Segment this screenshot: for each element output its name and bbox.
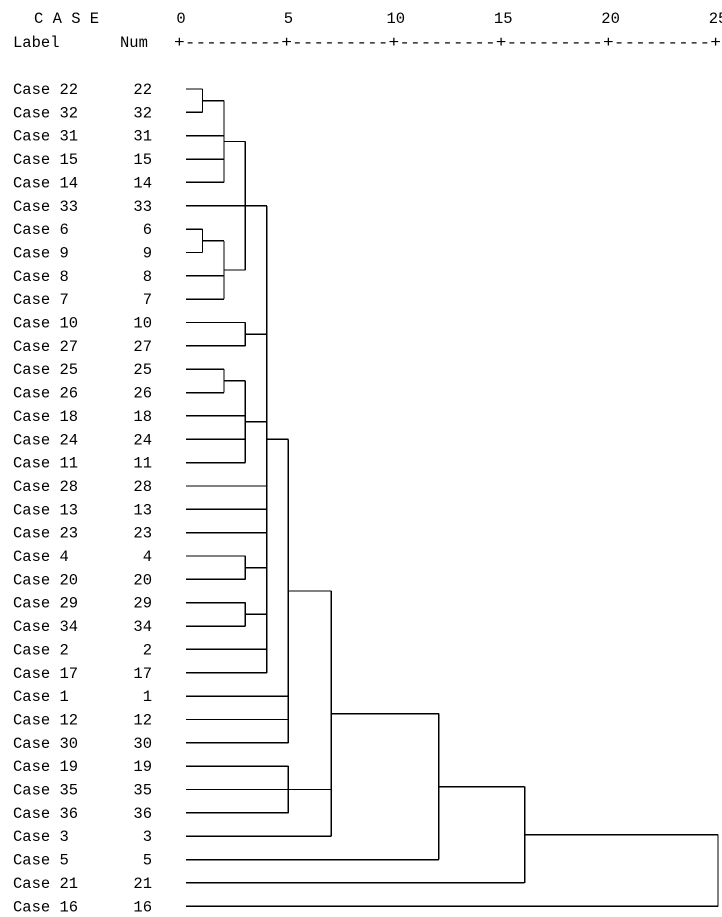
chart-header: C A S E Label Num +---------+---------+-… bbox=[13, 10, 721, 52]
case-label: Case 8 bbox=[13, 268, 69, 286]
scale-tick-label: 5 bbox=[284, 10, 293, 28]
case-number: 33 bbox=[133, 198, 152, 216]
case-label: Case 9 bbox=[13, 244, 69, 262]
scale-ruler: +---------+---------+---------+---------… bbox=[174, 34, 721, 52]
case-number: 2 bbox=[143, 641, 152, 659]
case-number: 31 bbox=[133, 128, 152, 146]
case-number: 36 bbox=[133, 805, 152, 823]
case-label: Case 24 bbox=[13, 431, 78, 449]
case-label: Case 36 bbox=[13, 805, 78, 823]
case-number: 10 bbox=[133, 315, 152, 333]
case-number: 23 bbox=[133, 525, 152, 543]
case-label: Case 23 bbox=[13, 525, 78, 543]
case-label: Case 14 bbox=[13, 174, 78, 192]
case-number: 3 bbox=[143, 828, 152, 846]
scale-tick-label: 0 bbox=[176, 10, 185, 28]
case-label: Case 28 bbox=[13, 478, 78, 496]
case-label: Case 22 bbox=[13, 81, 78, 99]
dendrogram-links bbox=[186, 88, 719, 907]
case-label: Case 10 bbox=[13, 315, 78, 333]
case-label: Case 4 bbox=[13, 548, 69, 566]
case-number: 32 bbox=[133, 104, 152, 122]
case-label: Case 27 bbox=[13, 338, 78, 356]
case-number: 22 bbox=[133, 81, 152, 99]
case-label: Case 17 bbox=[13, 665, 78, 683]
case-number: 1 bbox=[143, 688, 152, 706]
case-number: 8 bbox=[143, 268, 152, 286]
case-label: Case 7 bbox=[13, 291, 69, 309]
case-label: Case 31 bbox=[13, 128, 78, 146]
case-label: Case 26 bbox=[13, 385, 78, 403]
case-label: Case 33 bbox=[13, 198, 78, 216]
case-number: 5 bbox=[143, 852, 152, 870]
num-column-header: Num bbox=[120, 34, 148, 52]
case-label: Case 29 bbox=[13, 595, 78, 613]
case-title: C A S E bbox=[34, 10, 99, 28]
case-number: 11 bbox=[133, 455, 152, 473]
case-number: 34 bbox=[133, 618, 152, 636]
scale-tick-label: 25 bbox=[709, 10, 722, 28]
case-label: Case 11 bbox=[13, 455, 78, 473]
case-number: 13 bbox=[133, 501, 152, 519]
case-number: 26 bbox=[133, 385, 152, 403]
case-label: Case 1 bbox=[13, 688, 69, 706]
case-label: Case 3 bbox=[13, 828, 69, 846]
case-number: 21 bbox=[133, 875, 152, 893]
label-column-header: Label bbox=[13, 34, 60, 52]
case-number: 27 bbox=[133, 338, 152, 356]
case-number: 28 bbox=[133, 478, 152, 496]
case-number: 16 bbox=[133, 898, 152, 916]
case-number: 19 bbox=[133, 758, 152, 776]
case-number: 9 bbox=[143, 244, 152, 262]
case-number: 15 bbox=[133, 151, 152, 169]
scale-tick-labels: 0 5 10 15 20 25 bbox=[176, 10, 722, 28]
case-number: 12 bbox=[133, 711, 152, 729]
case-number: 18 bbox=[133, 408, 152, 426]
case-number: 25 bbox=[133, 361, 152, 379]
case-number: 7 bbox=[143, 291, 152, 309]
case-label: Case 19 bbox=[13, 758, 78, 776]
case-label: Case 20 bbox=[13, 571, 78, 589]
case-number: 4 bbox=[143, 548, 152, 566]
scale-tick-label: 15 bbox=[494, 10, 513, 28]
case-label: Case 2 bbox=[13, 641, 69, 659]
case-number: 17 bbox=[133, 665, 152, 683]
case-label: Case 21 bbox=[13, 875, 78, 893]
case-number: 30 bbox=[133, 735, 152, 753]
case-label: Case 6 bbox=[13, 221, 69, 239]
case-label: Case 15 bbox=[13, 151, 78, 169]
case-label: Case 25 bbox=[13, 361, 78, 379]
case-label: Case 34 bbox=[13, 618, 78, 636]
case-number: 24 bbox=[133, 431, 152, 449]
scale-tick-label: 10 bbox=[386, 10, 405, 28]
case-label: Case 5 bbox=[13, 852, 69, 870]
case-number: 29 bbox=[133, 595, 152, 613]
case-number: 20 bbox=[133, 571, 152, 589]
case-label: Case 35 bbox=[13, 782, 78, 800]
case-label: Case 32 bbox=[13, 104, 78, 122]
case-number: 6 bbox=[143, 221, 152, 239]
case-label: Case 16 bbox=[13, 898, 78, 916]
case-number: 35 bbox=[133, 782, 152, 800]
case-label: Case 13 bbox=[13, 501, 78, 519]
case-label: Case 12 bbox=[13, 711, 78, 729]
case-label: Case 30 bbox=[13, 735, 78, 753]
case-number: 14 bbox=[133, 174, 152, 192]
case-label: Case 18 bbox=[13, 408, 78, 426]
scale-tick-label: 20 bbox=[601, 10, 620, 28]
